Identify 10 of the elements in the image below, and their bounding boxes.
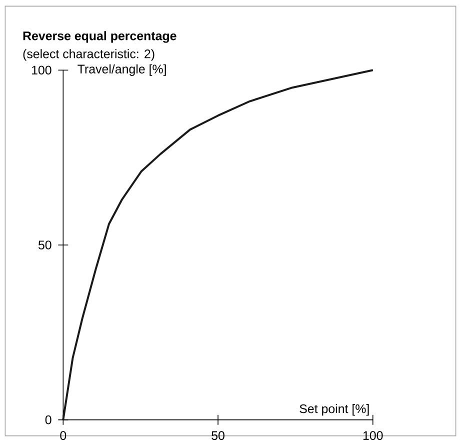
y-axis-title: Travel/angle [%] bbox=[78, 64, 166, 76]
chart-subtitle: (select characteristic: 2) bbox=[23, 49, 154, 61]
chart-title: Reverse equal percentage bbox=[23, 31, 176, 43]
x-tick-label: 50 bbox=[212, 431, 224, 440]
x-axis-title: Set point [%] bbox=[300, 404, 369, 416]
y-tick-label: 50 bbox=[38, 240, 52, 250]
x-tick-label: 0 bbox=[60, 431, 66, 440]
y-tick-label: 0 bbox=[45, 415, 52, 424]
x-tick-label: 100 bbox=[363, 431, 383, 440]
y-tick-label: 100 bbox=[32, 66, 52, 74]
